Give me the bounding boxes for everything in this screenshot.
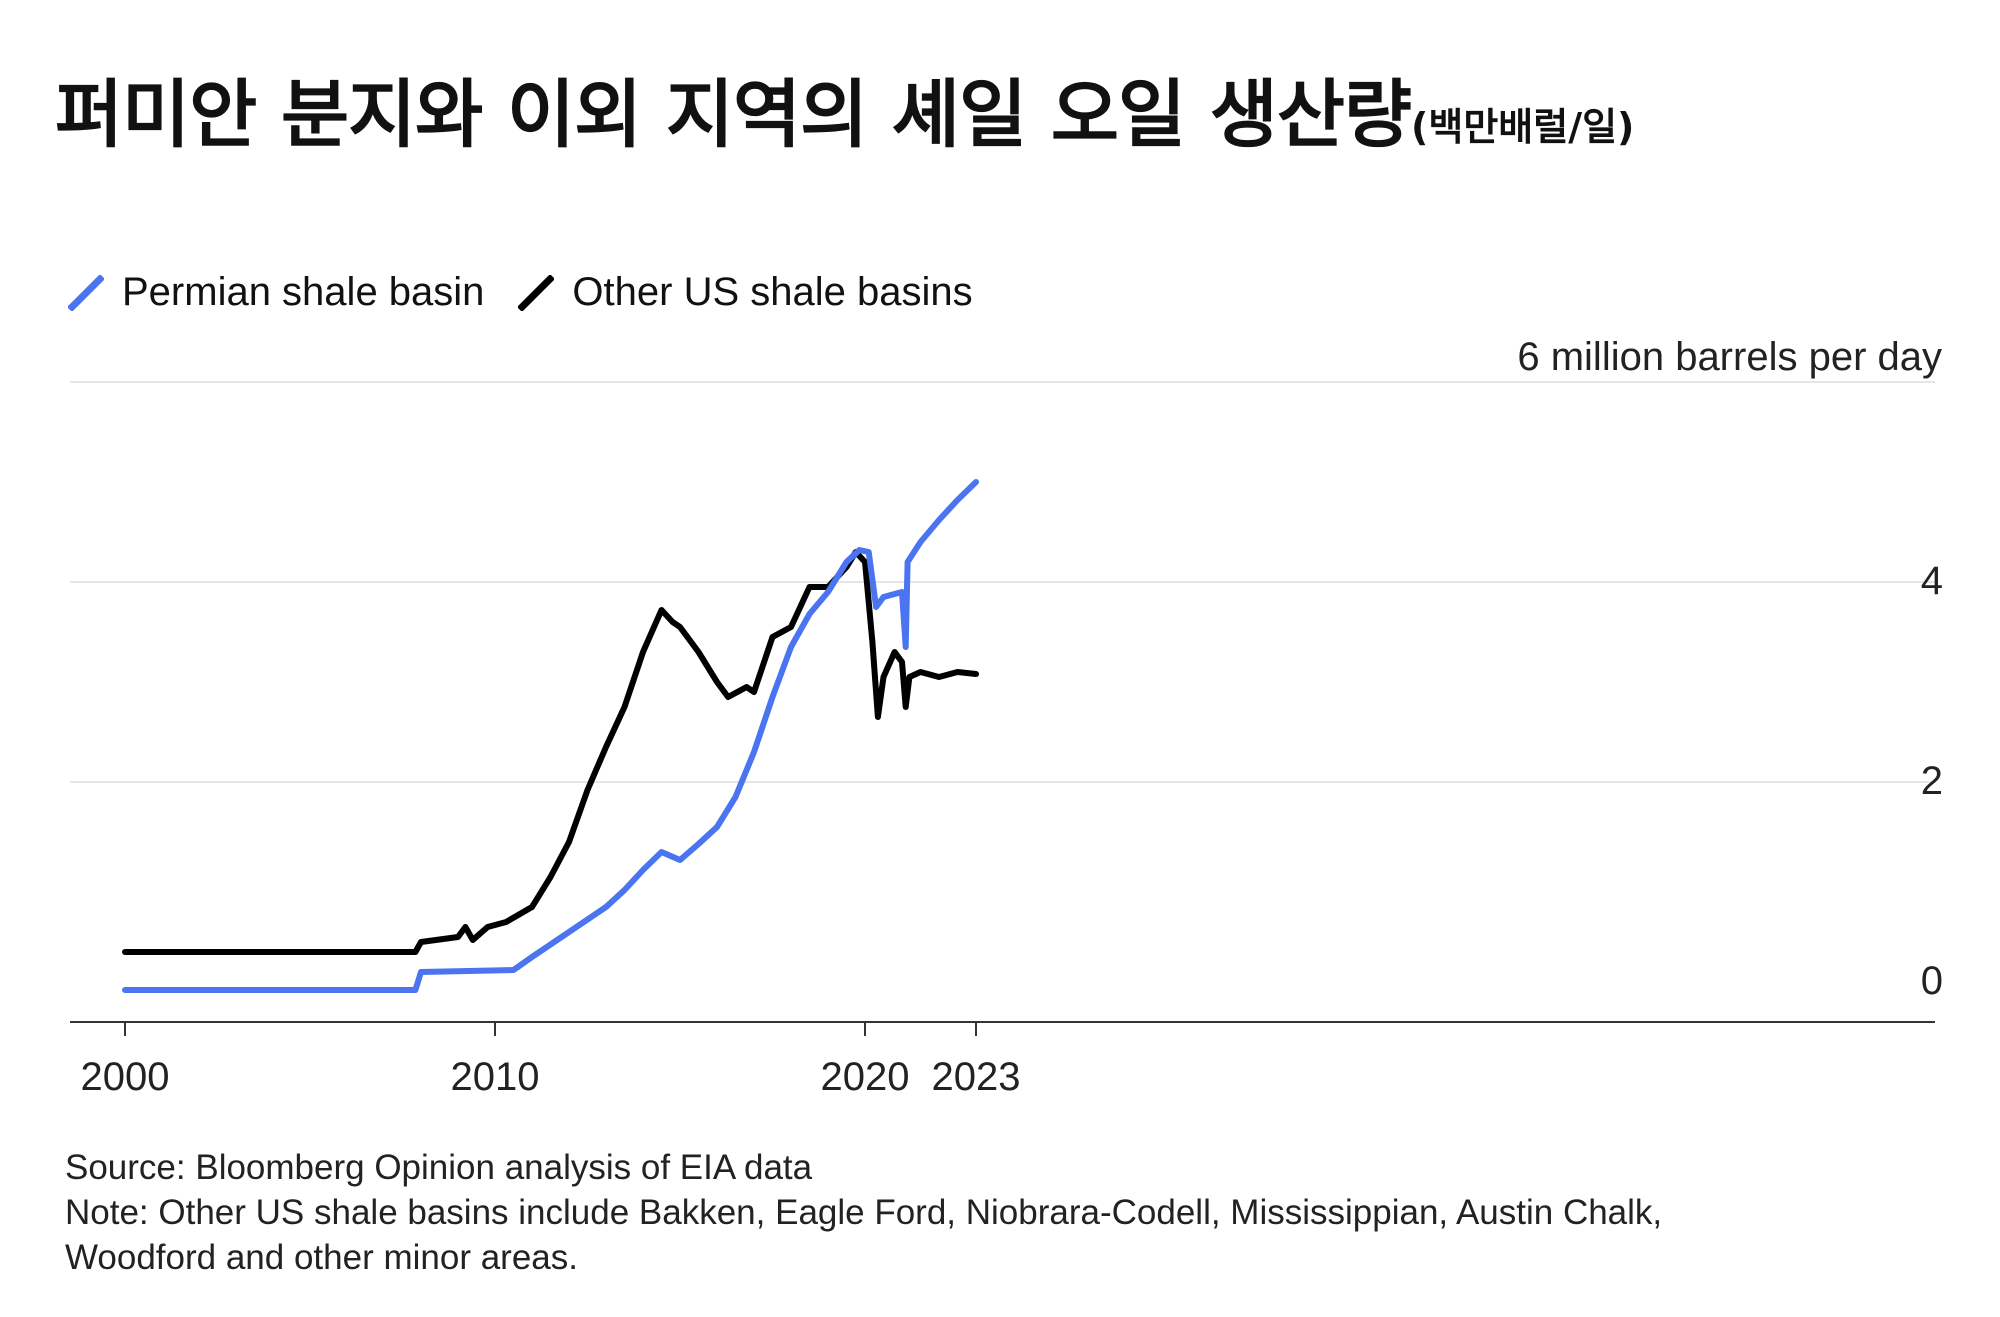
legend: Permian shale basin Other US shale basin… xyxy=(68,270,1007,315)
x-tick-label-2023: 2023 xyxy=(932,1055,1021,1099)
chart-title-unit: (백만배럴/일) xyxy=(1411,105,1635,149)
chart-title-main: 퍼미안 분지와 이외 지역의 셰일 오일 생산량 xyxy=(55,72,1412,158)
y-axis-unit-label: 6 million barrels per day xyxy=(1517,340,1942,379)
line-chart: 6 million barrels per day 024 2000 2010 20… xyxy=(70,340,1943,1099)
series-lines xyxy=(122,479,979,993)
source-text: Source: Bloomberg Opinion analysis of EI… xyxy=(65,1148,813,1187)
note-text-line2: Woodford and other minor areas. xyxy=(65,1238,578,1277)
legend-swatch-permian xyxy=(68,274,104,311)
legend-item-permian: Permian shale basin xyxy=(68,270,484,315)
legend-label-permian: Permian shale basin xyxy=(122,270,485,314)
chart-title: 퍼미안 분지와 이외 지역의 셰일 오일 생산량(백만배럴/일) xyxy=(55,78,1634,152)
x-tick-label-2020: 2020 xyxy=(821,1055,910,1099)
y-tick-label-4: 4 xyxy=(1921,559,1943,603)
gridlines xyxy=(70,381,1935,783)
legend-swatch-other xyxy=(518,274,555,311)
x-tick-label-2000: 2000 xyxy=(81,1055,170,1099)
y-axis-ticks: 0 2 4 xyxy=(1921,559,1943,1003)
series-line-permian-shale-basin xyxy=(122,479,979,993)
y-tick-label-2: 2 xyxy=(1921,759,1943,803)
chart-notes: Source: Bloomberg Opinion analysis of EI… xyxy=(65,1145,1662,1280)
series-line-other-us-shale-basins xyxy=(122,549,979,955)
x-axis: 2000 2010 2020 2023 xyxy=(70,1021,1935,1099)
y-tick-label-0: 0 xyxy=(1921,959,1943,1003)
note-text-line1: Note: Other US shale basins include Bakk… xyxy=(65,1193,1663,1232)
x-tick-label-2010: 2010 xyxy=(451,1055,540,1099)
legend-item-other: Other US shale basins xyxy=(518,270,973,315)
legend-label-other: Other US shale basins xyxy=(572,270,973,314)
